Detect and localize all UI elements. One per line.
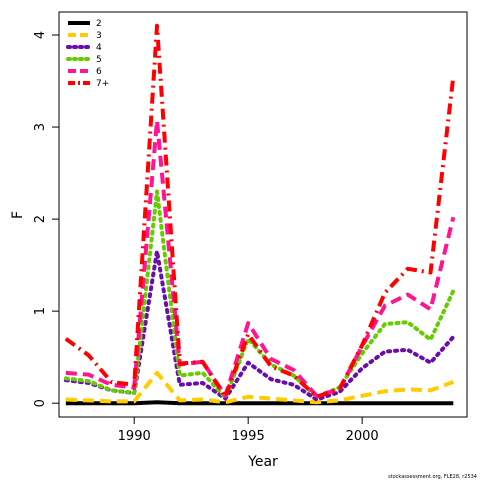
series-layer [63, 23, 456, 406]
y-tick-label-1: 1 [33, 307, 48, 315]
legend-label-4: 6 [96, 67, 102, 77]
plot-frame [58, 11, 468, 418]
legend-label-2: 4 [96, 43, 102, 53]
series-line-0 [65, 400, 454, 406]
legend-label-0: 2 [96, 19, 102, 29]
y-tick-label-3: 3 [33, 123, 48, 131]
footnote: stockassessment.org, FLE28, r2534 [388, 474, 477, 480]
legend-label-3: 5 [96, 55, 102, 65]
legend-label-5: 7+ [96, 79, 109, 89]
x-tick-label-2: 2000 [346, 429, 379, 444]
y-tick-label-4: 4 [33, 31, 48, 39]
x-tick-label-1: 1995 [232, 429, 265, 444]
series-line-1 [65, 370, 455, 405]
y-axis: 0 1 2 3 4 [33, 31, 59, 407]
y-tick-label-0: 0 [33, 399, 48, 407]
x-axis-title: Year [247, 454, 278, 470]
x-axis: 1990 1995 2000 [118, 417, 379, 444]
x-tick-label-0: 1990 [118, 429, 151, 444]
legend: 2 3 4 5 6 7+ [66, 19, 109, 89]
y-tick-label-2: 2 [33, 215, 48, 223]
y-axis-title: F [10, 211, 26, 219]
legend-label-1: 3 [96, 31, 102, 41]
